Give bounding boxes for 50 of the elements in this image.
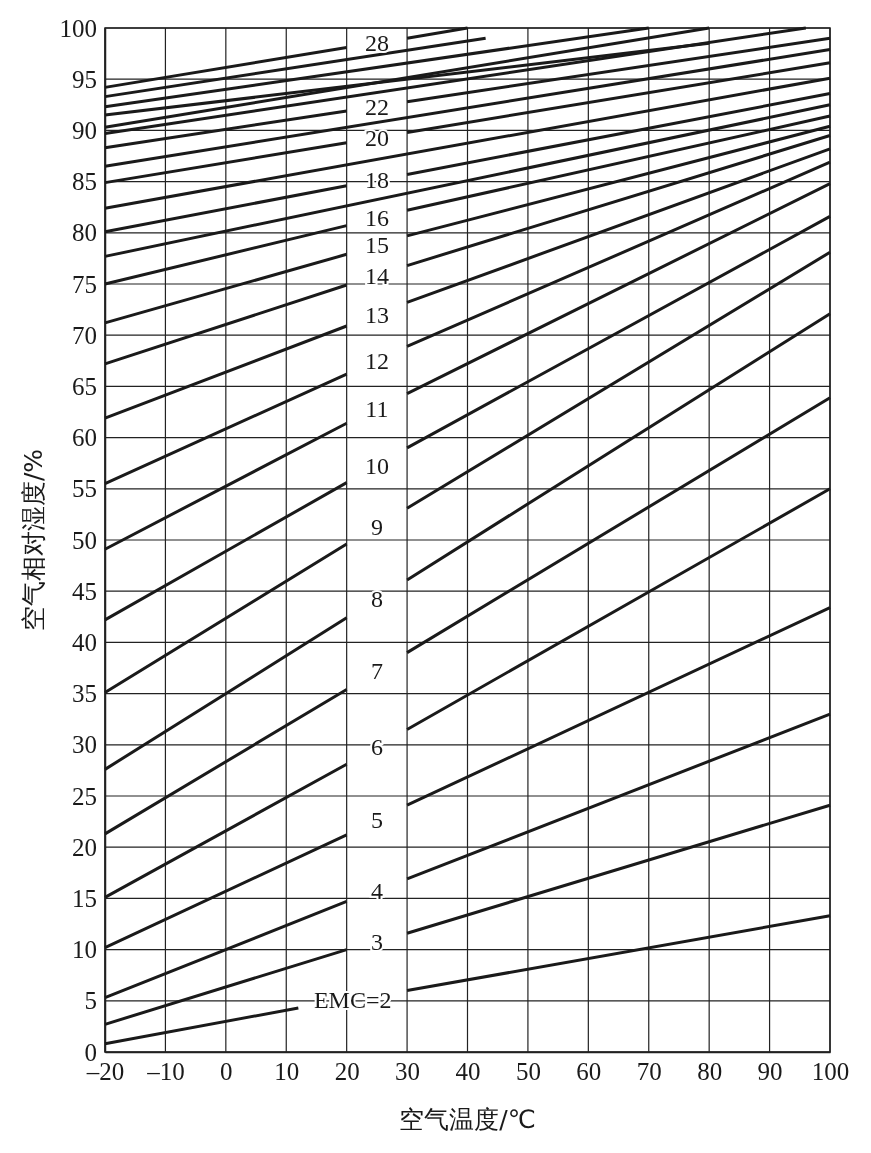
y-tick-label: 85 — [72, 168, 97, 196]
x-tick-label: –10 — [146, 1057, 185, 1085]
series-label: 14 — [364, 262, 389, 289]
y-tick-label: 30 — [72, 731, 97, 759]
y-tick-label: 60 — [72, 424, 97, 452]
y-tick-label: 20 — [72, 833, 97, 861]
y-tick-label: 15 — [72, 884, 97, 912]
series-label: 7 — [370, 658, 383, 685]
series-label: 11 — [365, 395, 389, 422]
y-tick-label: 95 — [72, 65, 97, 93]
y-tick-label: 45 — [72, 577, 97, 605]
y-tick-label: 50 — [72, 526, 97, 554]
x-tick-label: 60 — [576, 1057, 602, 1085]
series-label: 4 — [370, 877, 383, 904]
x-tick-label: 0 — [220, 1057, 233, 1085]
x-tick-label: 90 — [757, 1057, 783, 1085]
series-label: 28 — [364, 30, 389, 57]
y-tick-label: 100 — [59, 14, 97, 42]
x-tick-label: 30 — [395, 1057, 421, 1085]
series-label: 22 — [364, 93, 389, 120]
series-label: 12 — [364, 347, 389, 374]
x-tick-label: 100 — [811, 1057, 850, 1085]
series-label: 5 — [370, 807, 383, 834]
y-tick-label: 80 — [72, 219, 97, 247]
y-tick-label: 75 — [72, 270, 97, 298]
series-label: 8 — [370, 586, 383, 613]
x-tick-label: 20 — [334, 1057, 360, 1085]
y-tick-label: 35 — [72, 680, 97, 708]
y-axis-title: 空气相对湿度/% — [19, 448, 48, 632]
series-label: 9 — [370, 513, 383, 540]
series-label: 10 — [364, 452, 389, 479]
x-tick-label: 70 — [636, 1057, 662, 1085]
y-tick-label: 65 — [72, 372, 97, 400]
y-tick-label: 70 — [72, 321, 97, 349]
x-tick-label: 80 — [697, 1057, 723, 1085]
y-tick-label: 55 — [72, 475, 97, 503]
series-label: 15 — [364, 232, 389, 259]
x-axis-title: 空气温度/℃ — [399, 1105, 536, 1134]
x-tick-label: 10 — [274, 1057, 300, 1085]
series-label: 20 — [364, 124, 389, 151]
series-label: 16 — [364, 205, 389, 232]
y-tick-label: 40 — [72, 628, 97, 656]
x-tick-label: 40 — [455, 1057, 481, 1085]
y-tick-label: 90 — [72, 116, 97, 144]
y-tick-label: 10 — [72, 936, 97, 964]
y-tick-label: 25 — [72, 782, 97, 810]
x-tick-label: 50 — [515, 1057, 541, 1085]
series-label: 13 — [364, 301, 389, 328]
series-label: 3 — [370, 928, 383, 955]
y-tick-label: 5 — [84, 987, 97, 1015]
